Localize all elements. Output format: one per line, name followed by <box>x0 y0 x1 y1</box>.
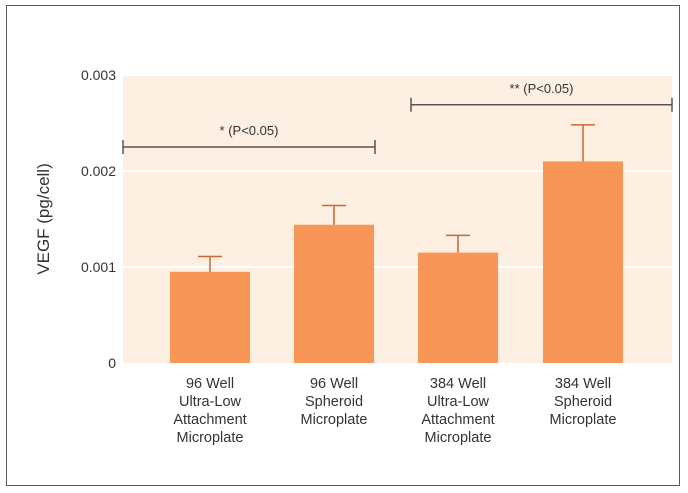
category-label: 384 Well Ultra-Low Attachment Microplate <box>421 376 494 446</box>
category-label-line: 96 Well <box>310 376 358 392</box>
category-label-line: Microplate <box>550 412 617 428</box>
y-tick-label: 0.001 <box>81 259 116 275</box>
category-label: 96 Well Ultra-Low Attachment Microplate <box>173 376 246 446</box>
bar <box>170 271 250 363</box>
error-bar <box>446 234 470 253</box>
category-label: 384 Well Spheroid Microplate <box>550 376 617 428</box>
category-label-line: Spheroid <box>554 394 612 410</box>
significance-label: * (P<0.05) <box>220 123 279 138</box>
y-tick-label: 0 <box>108 355 116 371</box>
y-axis-title: VEGF (pg/cell) <box>34 163 53 274</box>
category-label-line: Ultra-Low <box>427 394 490 410</box>
category-label-line: Microplate <box>301 412 368 428</box>
category-label-line: 384 Well <box>555 376 611 392</box>
bars <box>170 161 623 363</box>
category-label: 96 Well Spheroid Microplate <box>301 376 368 428</box>
category-label-line: Attachment <box>421 412 494 428</box>
bar <box>543 161 623 363</box>
category-label-line: Microplate <box>177 430 244 446</box>
significance-bracket: ** (P<0.05) <box>410 81 673 112</box>
bar <box>294 224 374 363</box>
error-bar <box>322 204 346 225</box>
category-label-line: Ultra-Low <box>179 394 242 410</box>
error-bars <box>198 124 595 272</box>
category-label-line: Attachment <box>173 412 246 428</box>
y-tick-label: 0.002 <box>81 163 116 179</box>
category-label-line: Spheroid <box>305 394 363 410</box>
significance-bracket: * (P<0.05) <box>122 123 376 154</box>
error-bar <box>571 124 595 162</box>
category-label-line: Microplate <box>425 430 492 446</box>
category-label-line: 384 Well <box>430 376 486 392</box>
bar <box>418 252 498 363</box>
significance-label: ** (P<0.05) <box>510 81 574 96</box>
category-label-line: 96 Well <box>186 376 234 392</box>
y-tick-labels: 0 0.001 0.002 0.003 <box>81 67 116 371</box>
error-bar <box>198 255 222 272</box>
significance-brackets: * (P<0.05) ** (P<0.05) <box>122 81 673 154</box>
y-tick-label: 0.003 <box>81 67 116 83</box>
